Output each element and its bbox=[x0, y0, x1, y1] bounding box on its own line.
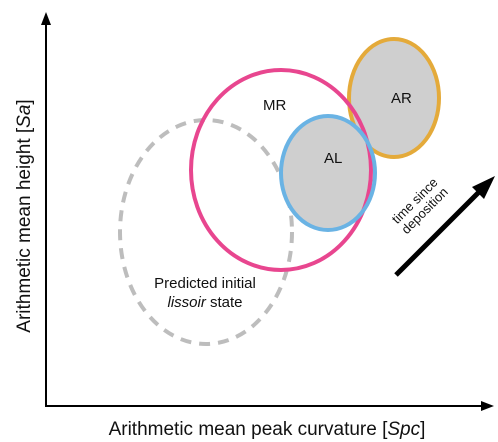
al-region bbox=[279, 114, 377, 232]
predicted-initial-region bbox=[118, 118, 294, 346]
x-axis-arrowhead bbox=[481, 401, 494, 411]
predicted-label-italic: lissoir bbox=[167, 294, 206, 311]
al-label: AL bbox=[324, 150, 342, 167]
x-axis-label-prefix: Arithmetic mean peak curvature [ bbox=[109, 419, 389, 440]
al-region-fill bbox=[281, 116, 375, 230]
mr-label: MR bbox=[263, 97, 286, 114]
ar-region bbox=[347, 37, 441, 159]
mr-region bbox=[189, 68, 373, 272]
x-axis-label: Arithmetic mean peak curvature [Spc] bbox=[109, 419, 426, 440]
y-axis-label-prefix: Arithmetic mean height [ bbox=[14, 127, 35, 333]
ar-region-fill bbox=[349, 39, 439, 157]
x-axis-label-suffix: ] bbox=[420, 419, 425, 440]
y-axis-arrowhead bbox=[41, 12, 51, 25]
time-arrow-head bbox=[472, 176, 495, 199]
y-axis-label-suffix: ] bbox=[14, 99, 35, 104]
axes bbox=[41, 12, 494, 411]
time-arrow: time since deposition bbox=[389, 175, 495, 277]
y-axis-label: Arithmetic mean height [Sa] bbox=[14, 99, 35, 332]
predicted-label-rest: state bbox=[206, 294, 243, 311]
x-axis-label-symbol: Spc bbox=[387, 419, 420, 440]
predicted-label-line2: lissoir state bbox=[167, 294, 242, 311]
y-axis-label-symbol: Sa bbox=[14, 105, 35, 128]
ar-label: AR bbox=[391, 90, 412, 107]
predicted-label-line1: Predicted initial bbox=[154, 275, 256, 292]
time-arrow-shaft bbox=[394, 187, 484, 277]
